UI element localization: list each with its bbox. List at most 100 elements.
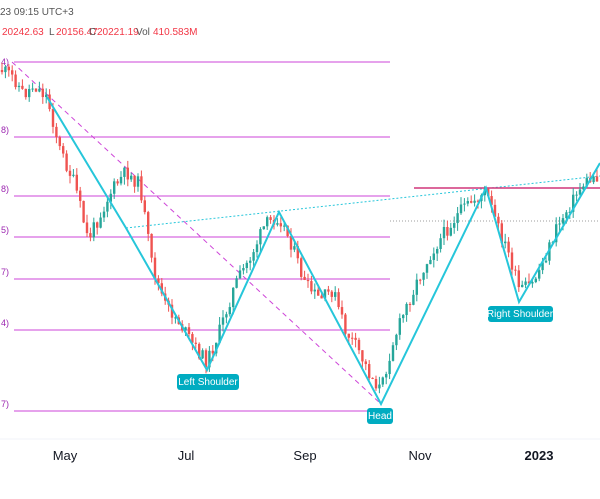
candle-body	[419, 279, 422, 281]
candle-body	[371, 377, 374, 379]
candle-body	[21, 85, 24, 89]
candle-body	[296, 246, 299, 259]
candle-body	[538, 270, 541, 279]
candle-body	[62, 146, 65, 154]
candle-body	[11, 70, 14, 75]
candle-body	[347, 333, 350, 338]
candle-body	[340, 307, 344, 315]
ohlc-open: 20242.63	[2, 27, 44, 38]
candle-body	[568, 211, 571, 213]
right-shoulder-label: Right Shoulder	[487, 306, 554, 322]
candle-body	[119, 176, 123, 184]
candle-body	[504, 241, 507, 244]
fib-level-label: 7)	[1, 267, 9, 277]
candle-body	[96, 222, 99, 228]
candle-body	[429, 259, 432, 265]
candle-body	[123, 167, 126, 177]
candle-body	[31, 88, 34, 90]
svg-text:C: C	[89, 27, 96, 38]
candle-body	[72, 174, 75, 176]
candle-body	[245, 262, 248, 269]
candle-body	[514, 269, 517, 271]
svg-text:410.583M: 410.583M	[153, 27, 197, 38]
candle-body	[306, 279, 310, 282]
candle-body	[432, 253, 435, 260]
candle-body	[334, 292, 337, 297]
candle-body	[198, 343, 201, 359]
candle-body	[439, 238, 442, 249]
candle-body	[385, 374, 388, 378]
candle-body	[500, 223, 503, 244]
x-tick-label: Jul	[178, 448, 195, 463]
candle-body	[41, 88, 44, 98]
head-label: Head	[367, 408, 393, 424]
candle-body	[572, 194, 575, 212]
candle-body	[558, 223, 561, 225]
svg-text:20156.47: 20156.47	[56, 27, 98, 38]
candle-body	[381, 377, 384, 385]
candle-body	[351, 337, 354, 339]
candle-body	[45, 94, 48, 98]
candle-body	[517, 270, 520, 288]
candle-body	[238, 270, 242, 279]
candle-body	[323, 289, 327, 299]
candle-body	[289, 236, 293, 250]
candle-body	[208, 350, 211, 368]
header-time: 23 09:15 UTC+3	[0, 7, 74, 18]
candle-body	[490, 196, 493, 205]
candle-body	[391, 345, 395, 361]
candle-body	[368, 364, 371, 378]
candle-body	[228, 307, 231, 315]
candle-body	[361, 350, 364, 362]
candle-body	[126, 167, 129, 180]
candle-body	[7, 66, 10, 71]
candle-body	[388, 360, 391, 375]
left-shoulder-label: Left Shoulder	[177, 374, 239, 390]
candle-body	[242, 268, 245, 271]
candle-body	[592, 176, 595, 183]
candle-body	[408, 303, 412, 305]
candle-body	[201, 350, 204, 359]
candle-body	[85, 222, 89, 234]
candle-body	[456, 213, 459, 224]
candle-body	[58, 137, 61, 147]
candle-body	[65, 153, 68, 171]
fib-level-label: 4)	[1, 57, 9, 67]
fib-level-label: 8)	[1, 184, 9, 194]
candle-body	[453, 223, 456, 228]
candle-body	[286, 225, 289, 237]
candle-body	[113, 181, 116, 194]
candle-body	[534, 278, 537, 283]
candle-body	[82, 200, 85, 223]
candle-body	[17, 85, 21, 88]
candle-body	[133, 175, 136, 187]
svg-text:Left Shoulder: Left Shoulder	[178, 377, 238, 388]
candle-body	[89, 233, 92, 238]
candle-body	[34, 88, 38, 92]
candle-body	[575, 194, 578, 196]
candle-body	[425, 264, 429, 273]
candle-body	[449, 227, 452, 236]
candle-body	[320, 295, 323, 299]
x-tick-label: Nov	[408, 448, 432, 463]
fibonacci-level-labels: 4) 8) 8) 5) 7) 4) 7)	[1, 57, 9, 409]
candle-body	[582, 186, 585, 190]
candle-body	[442, 227, 446, 239]
candle-body	[102, 211, 106, 218]
candle-body	[436, 248, 439, 254]
candle-body	[150, 233, 153, 258]
candle-body	[221, 317, 225, 325]
candle-body	[187, 327, 191, 335]
fibonacci-levels	[14, 61, 390, 412]
candle-body	[463, 203, 466, 205]
candle-body	[293, 246, 296, 250]
candle-body	[232, 287, 235, 308]
candle-body	[412, 294, 415, 305]
candle-body	[300, 258, 303, 277]
candle-body	[51, 109, 55, 127]
pattern-zigzag	[46, 96, 600, 407]
candle-body	[143, 200, 146, 213]
candle-body	[269, 217, 272, 220]
candle-body	[204, 350, 208, 368]
